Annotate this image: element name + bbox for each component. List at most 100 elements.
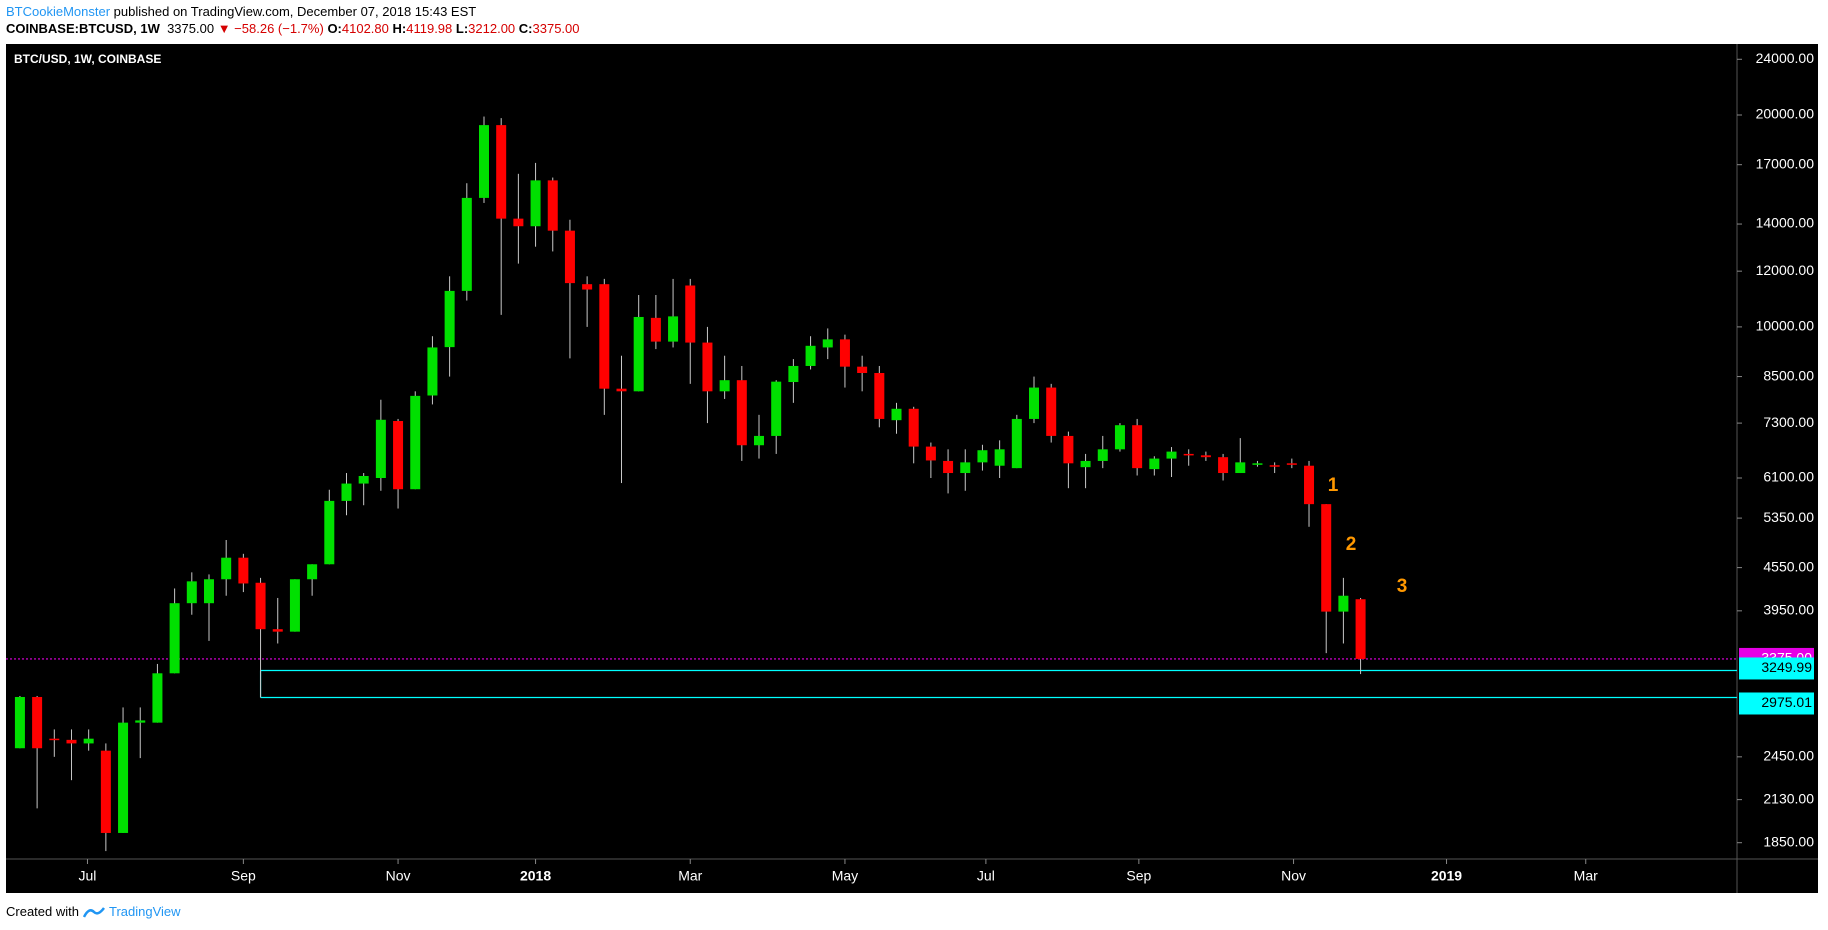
y-tick-label: 8500.00 (1763, 367, 1814, 383)
candle-body (788, 365, 799, 383)
candle-body (1029, 387, 1040, 419)
candle-body (805, 345, 816, 366)
x-tick-label: 2018 (520, 868, 551, 884)
candle-body (822, 339, 833, 348)
candle-body (186, 581, 197, 604)
last-price: 3375.00 (167, 21, 215, 36)
candle-body (14, 696, 25, 749)
ohlc-label: O: (327, 21, 342, 36)
ohlc-label: C: (518, 21, 533, 36)
y-tick-label: 6100.00 (1763, 469, 1814, 485)
candle-body (547, 180, 558, 231)
candle-body (1355, 599, 1366, 659)
candle-body (255, 582, 266, 630)
x-tick-label: Sep (231, 868, 256, 884)
candle-body (1046, 387, 1057, 436)
candle-body (650, 317, 661, 342)
candle-body (152, 673, 163, 723)
price-label: 2975.01 (1761, 694, 1812, 710)
candle-body (1235, 462, 1246, 474)
ohlc-value: 4102.80 (341, 21, 389, 36)
candle-body (582, 284, 593, 290)
candle-body (289, 579, 300, 632)
price-label: 3249.99 (1761, 659, 1812, 675)
candle-body (891, 408, 902, 421)
candle-body (1011, 418, 1022, 469)
chart: BTC/USD, 1W, COINBASE 1850.00 2130.00 2450… (6, 44, 1818, 893)
candle-body (1321, 504, 1332, 612)
y-tick-label: 14000.00 (1756, 215, 1815, 231)
y-tick-label: 7300.00 (1763, 414, 1814, 430)
price-label-box (1739, 657, 1814, 680)
annotation: 1 (1328, 475, 1339, 496)
footer-text: Created with (6, 904, 79, 919)
candle-body (272, 629, 283, 632)
ohlc-value: 4119.98 (406, 21, 453, 36)
candle-body (1149, 458, 1160, 470)
candle-body (977, 450, 988, 463)
candle-body (169, 603, 180, 674)
symbol-line: COINBASE:BTCUSD, 1W 3375.00 ▼ −58.26 (−1… (6, 21, 580, 36)
candle-body (393, 421, 404, 490)
y-tick-label: 24000.00 (1756, 50, 1815, 66)
y-tick-label: 2450.00 (1763, 748, 1814, 764)
candle-body (324, 500, 335, 565)
candle-body (1166, 451, 1177, 459)
author[interactable]: BTCookieMonster (6, 4, 111, 19)
candle-body (358, 475, 369, 484)
candle-body (238, 557, 249, 584)
y-tick-label: 12000.00 (1756, 262, 1815, 278)
x-tick-label: Mar (1574, 868, 1598, 884)
candle-body (599, 284, 610, 389)
candle-body (685, 285, 696, 343)
ohlc-label: L: (455, 21, 469, 36)
candle-body (719, 380, 730, 392)
annotation: 3 (1397, 576, 1408, 597)
candle-body (839, 339, 850, 367)
candle-body (427, 347, 438, 396)
chart-background (6, 44, 1818, 893)
candle-body (908, 408, 919, 447)
candle-body (1080, 460, 1091, 468)
candle-body (1218, 457, 1229, 474)
candle-body (1097, 449, 1108, 461)
candle-body (1304, 465, 1315, 505)
y-tick-label: 17000.00 (1756, 155, 1815, 171)
footer: Created with TradingView (6, 904, 181, 919)
candle-body (633, 316, 644, 392)
x-tick-label: 2019 (1431, 868, 1462, 884)
candle-body (1286, 463, 1297, 465)
x-tick-label: Nov (386, 868, 411, 884)
candle-body (1252, 463, 1263, 465)
candle-body (530, 180, 541, 227)
candle-body (616, 388, 627, 392)
annotation: 2 (1346, 534, 1357, 555)
candle-body (341, 483, 352, 501)
y-tick-label: 5350.00 (1763, 509, 1814, 525)
candle-body (375, 419, 386, 478)
candle-body (307, 564, 318, 580)
candle-body (1269, 465, 1280, 467)
candle-body (32, 696, 43, 749)
candle-body (203, 579, 214, 604)
candle-body (1183, 453, 1194, 456)
ohlc-value: 3375.00 (532, 21, 580, 36)
x-tick-label: Mar (678, 868, 702, 884)
change: ▼ −58.26 (−1.7%) (217, 21, 324, 36)
footer-brand[interactable]: TradingView (108, 904, 181, 919)
x-tick-label: Jul (79, 868, 97, 884)
candle-body (736, 380, 747, 446)
candle-body (1063, 435, 1074, 464)
x-tick-label: Jul (977, 868, 995, 884)
ohlc-label: H: (392, 21, 407, 36)
candle-body (960, 462, 971, 474)
y-tick-label: 3950.00 (1763, 602, 1814, 618)
y-tick-label: 10000.00 (1756, 318, 1815, 334)
y-tick-label: 1850.00 (1763, 833, 1814, 849)
candle-body (100, 750, 111, 833)
candle-body (49, 738, 60, 741)
chart-title: BTC/USD, 1W, COINBASE (14, 52, 161, 66)
candle-body (925, 446, 936, 461)
candle-body (410, 395, 421, 490)
